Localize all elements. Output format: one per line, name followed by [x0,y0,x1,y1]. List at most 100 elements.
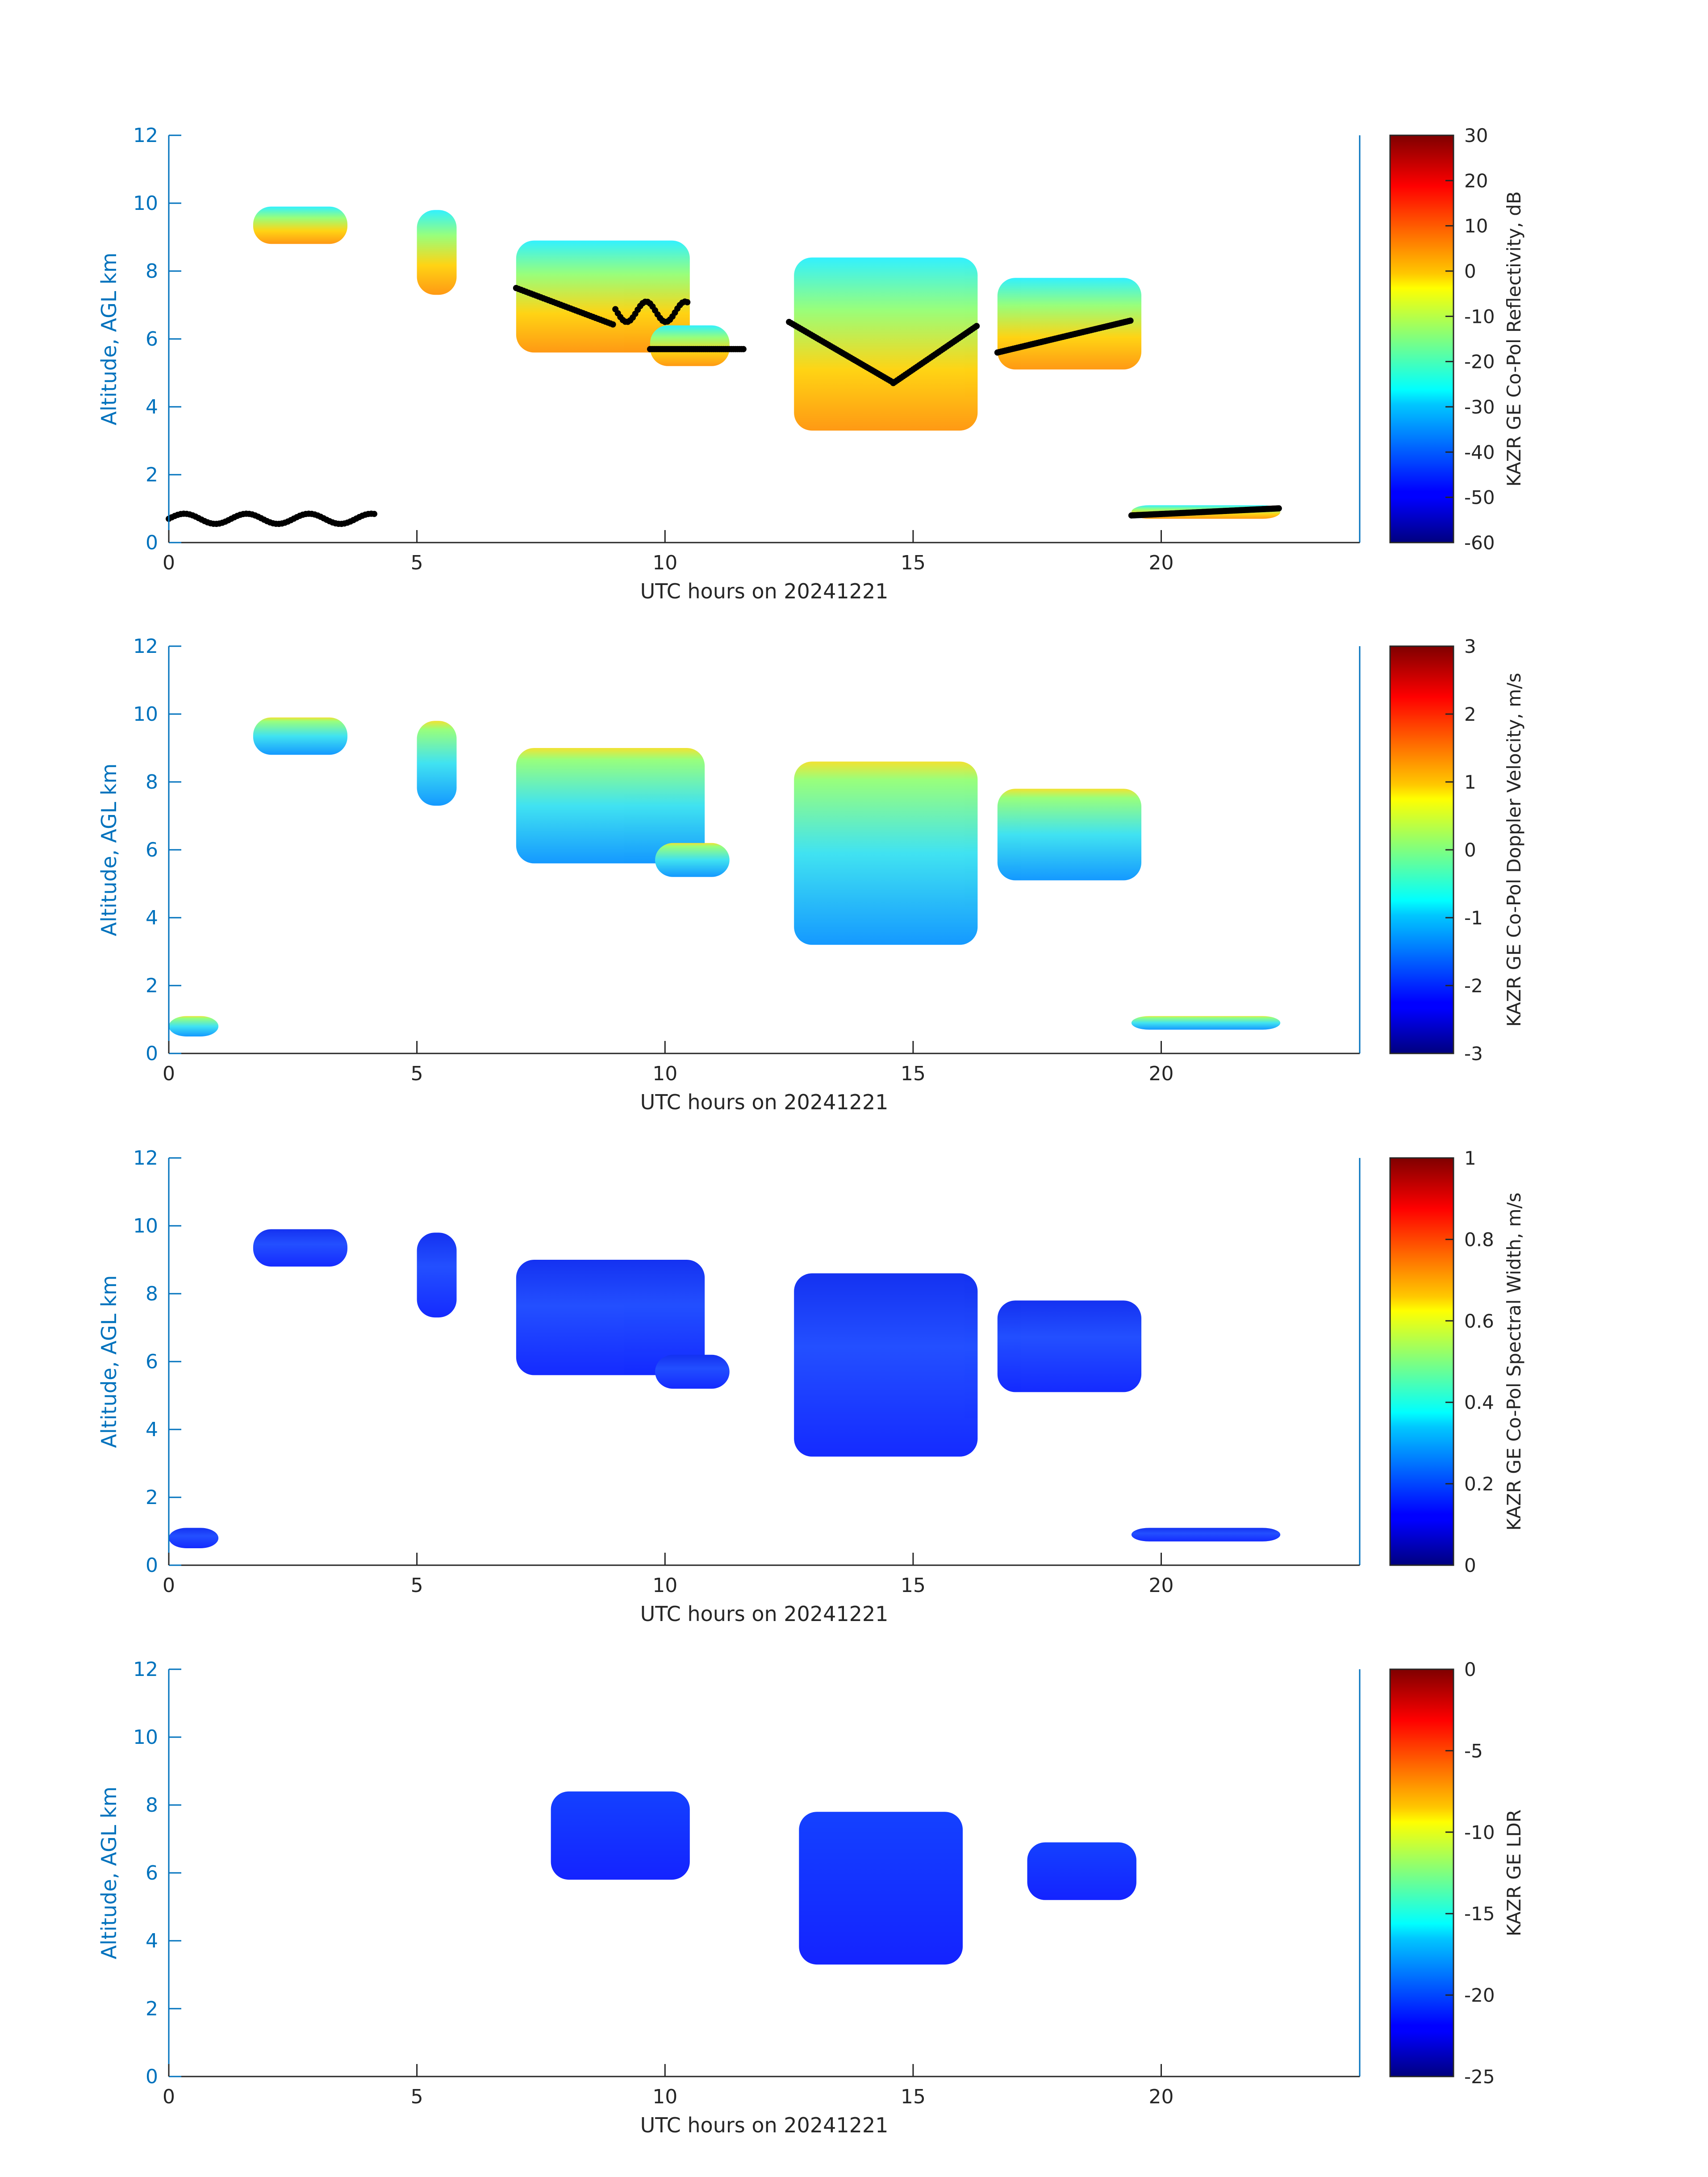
y-tick-label: 0 [146,1554,158,1577]
colorbar-tick-label: 1 [1464,771,1476,793]
colorbar-tick-label: -2 [1464,975,1483,997]
colorbar-tick-label: -10 [1464,305,1495,327]
plot-area [169,135,1360,543]
echo-region [997,789,1142,881]
echo-region [417,1233,457,1318]
y-tick-label: 12 [133,1147,158,1170]
x-tick-label: 20 [1149,1574,1174,1597]
x-tick-label: 0 [163,1062,175,1085]
x-tick-label: 0 [163,2085,175,2108]
y-tick-label: 4 [146,1418,158,1441]
y-axis-label: Altitude, AGL km [97,252,121,425]
echo-region [417,210,457,295]
x-tick-label: 15 [901,1062,926,1085]
radar-echo-field [169,717,1281,1036]
y-tick-label: 4 [146,1930,158,1952]
x-tick-label: 10 [652,552,677,574]
x-axis-label: UTC hours on 20241221 [640,1090,889,1114]
y-tick-label: 10 [133,1726,158,1749]
overlay-point [371,510,378,517]
echo-region [1027,1842,1136,1900]
x-tick-label: 0 [163,1574,175,1597]
colorbar-tick-label: 1 [1464,1147,1476,1169]
colorbar-tick-label: -10 [1464,1822,1495,1843]
y-tick-label: 10 [133,1215,158,1237]
echo-region [1131,1528,1281,1542]
x-tick-label: 5 [411,2085,423,2108]
echo-region [799,1812,963,1965]
y-tick-label: 6 [146,1350,158,1373]
colorbar-label: KAZR GE Co-Pol Reflectivity, dB [1503,191,1525,486]
x-tick-label: 10 [652,1574,677,1597]
x-tick-label: 0 [163,552,175,574]
y-tick-label: 10 [133,703,158,726]
echo-region [169,1016,219,1036]
echo-region [650,325,730,366]
colorbar-tick-label: 30 [1464,125,1488,146]
echo-region [253,1229,348,1267]
y-tick-label: 12 [133,1658,158,1681]
colorbar [1389,1668,1454,2077]
colorbar-tick-label: -5 [1464,1740,1483,1762]
overlay-points [166,285,1282,527]
colorbar-tick-label: 20 [1464,170,1488,192]
colorbar-tick-label: -3 [1464,1043,1483,1065]
echo-region [253,206,348,244]
echo-region [551,1791,690,1880]
echo-region [516,240,690,353]
colorbar-tick-label: -60 [1464,532,1495,554]
y-tick-label: 4 [146,396,158,418]
x-axis-label: UTC hours on 20241221 [640,2113,889,2137]
colorbar-tick-label: 2 [1464,703,1476,725]
x-tick-label: 5 [411,1062,423,1085]
y-tick-label: 6 [146,839,158,861]
echo-region [794,761,978,945]
colorbar-tick-label: 0.6 [1464,1310,1494,1332]
colorbar [1389,134,1454,543]
x-tick-label: 10 [652,1062,677,1085]
x-tick-label: 15 [901,1574,926,1597]
plot-area [169,646,1360,1053]
y-tick-label: 8 [146,771,158,794]
y-tick-label: 0 [146,1042,158,1065]
colorbar-tick-label: 0 [1464,260,1476,282]
x-tick-label: 20 [1149,2085,1174,2108]
echo-region [655,1354,730,1389]
colorbar-tick-label: 3 [1464,635,1476,657]
x-axis-label: UTC hours on 20241221 [640,579,889,603]
overlay-point [740,346,747,352]
echo-region [516,1260,705,1375]
y-tick-label: 12 [133,635,158,658]
plot-area [169,1158,1360,1565]
echo-region [516,748,705,864]
y-axis-label: Altitude, AGL km [97,763,121,936]
y-axis-label: Altitude, AGL km [97,1275,121,1448]
colorbar-label: KAZR GE Co-Pol Doppler Velocity, m/s [1503,673,1525,1027]
colorbar-tick-label: 0.4 [1464,1391,1494,1413]
colorbar-tick-label: 10 [1464,215,1488,237]
x-axis-label: UTC hours on 20241221 [640,1602,889,1626]
radar-echo-field [551,1791,1136,1965]
x-tick-label: 20 [1149,1062,1174,1085]
y-tick-label: 0 [146,531,158,554]
plot-area [169,1669,1360,2077]
colorbar-tick-label: 0 [1464,1659,1476,1680]
colorbar-tick-label: 0.8 [1464,1228,1494,1250]
echo-region [655,843,730,877]
x-tick-label: 15 [901,2085,926,2108]
radar-echo-field [169,1229,1281,1548]
y-tick-label: 8 [146,260,158,283]
echo-region [1131,1016,1281,1030]
colorbar [1389,645,1454,1054]
echo-region [794,1273,978,1457]
y-tick-label: 8 [146,1794,158,1817]
colorbar-tick-label: -30 [1464,396,1495,418]
colorbar-tick-label: -20 [1464,351,1495,373]
y-tick-label: 2 [146,1997,158,2020]
echo-region [997,1300,1142,1392]
echo-region [417,721,457,806]
y-tick-label: 2 [146,464,158,486]
colorbar-tick-label: 0 [1464,839,1476,861]
